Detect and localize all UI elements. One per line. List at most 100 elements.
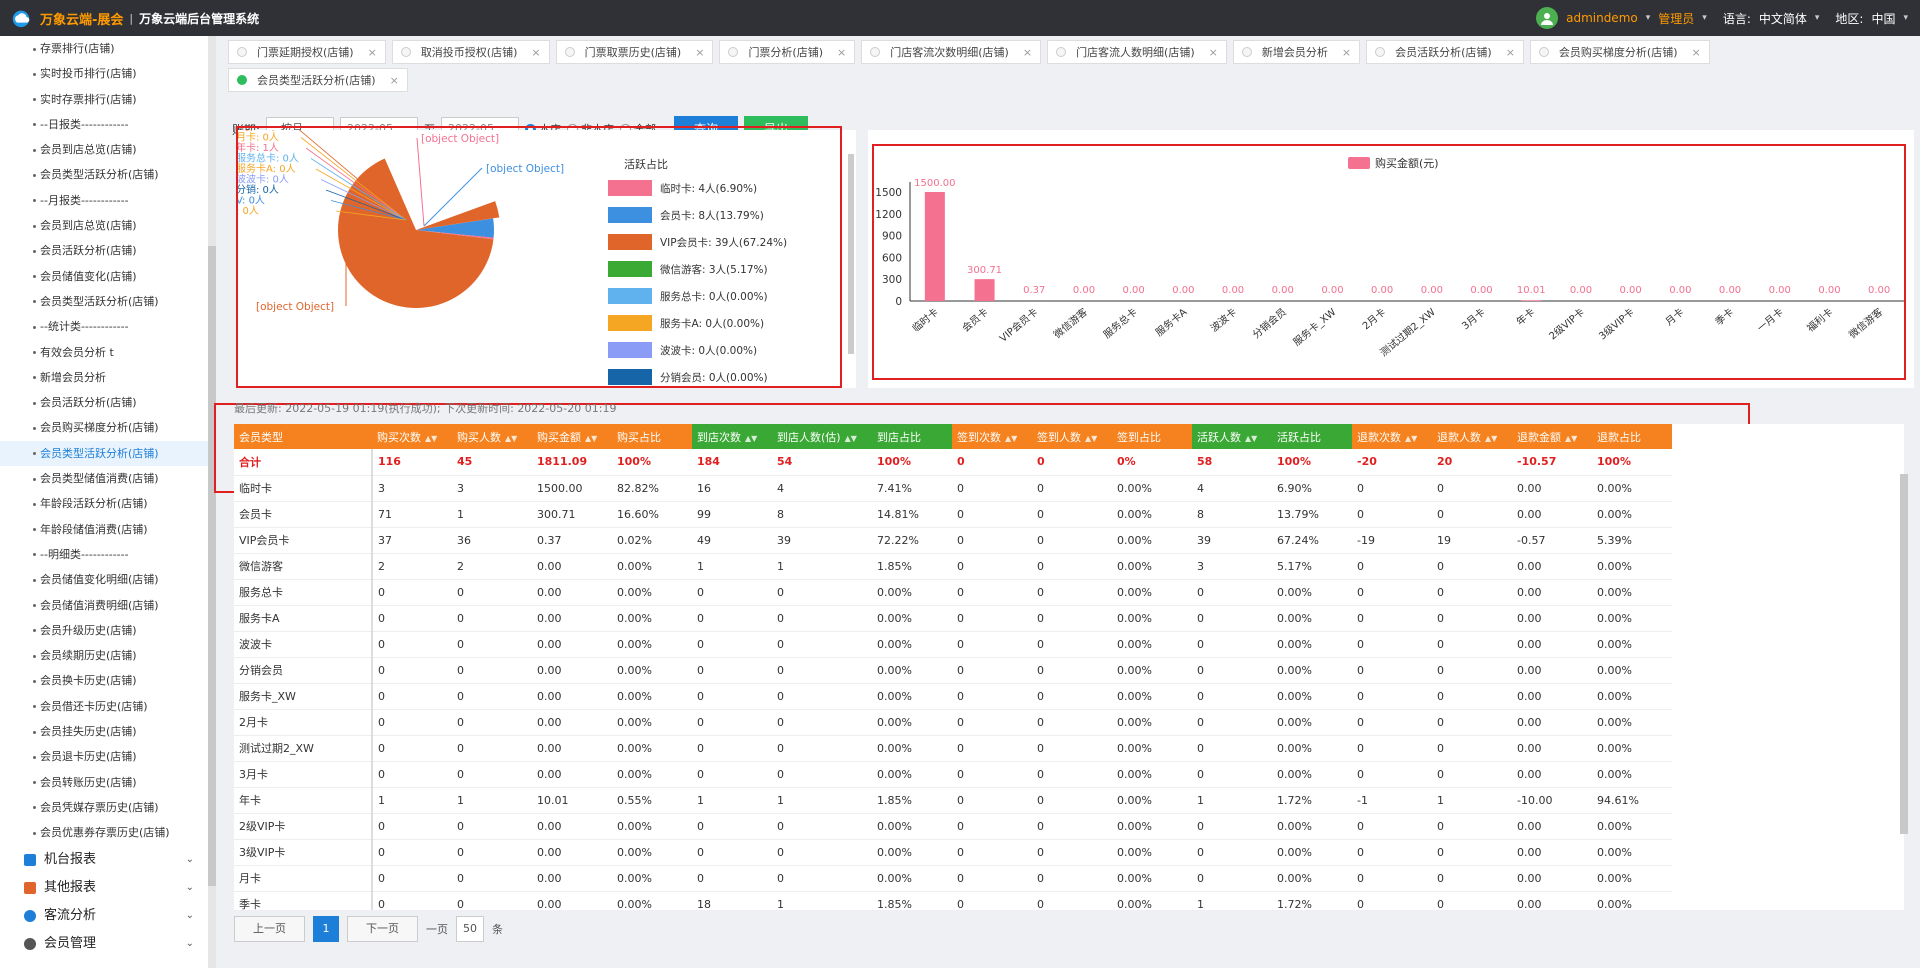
language-chevron-icon[interactable]: ▾	[1814, 13, 1820, 23]
region-chevron-icon[interactable]: ▾	[1903, 13, 1908, 23]
tab[interactable]: 门票取票历史(店铺) ×	[555, 40, 714, 64]
column-header[interactable]: 到店人数(估) ▲▼	[772, 424, 872, 449]
legend-swatch[interactable]	[1348, 157, 1370, 169]
column-header[interactable]: 会员类型	[234, 424, 372, 449]
prev-page-button[interactable]: 上一页	[234, 916, 305, 942]
sidebar-item[interactable]: 会员储值消费明细(店铺)	[0, 593, 216, 618]
close-icon[interactable]: ×	[695, 45, 705, 59]
per-page-input[interactable]: 50	[456, 916, 484, 942]
sidebar-item[interactable]: 会员类型活跃分析(店铺)	[0, 440, 216, 467]
table-scrollbar[interactable]	[1900, 474, 1908, 834]
sort-icon[interactable]: ▲▼	[1485, 433, 1498, 443]
tab[interactable]: 会员活跃分析(店铺) ×	[1366, 40, 1524, 64]
sidebar-item[interactable]: 新增会员分析	[0, 365, 216, 390]
column-header[interactable]: 活跃占比	[1272, 424, 1352, 449]
close-icon[interactable]: ×	[1691, 45, 1701, 59]
tab[interactable]: 取消投币授权(店铺) ×	[391, 40, 550, 64]
sidebar-item[interactable]: 会员类型储值消费(店铺)	[0, 466, 216, 491]
pie-slice[interactable]	[416, 218, 494, 238]
close-icon[interactable]: ×	[1505, 45, 1515, 59]
column-header[interactable]: 退款人数 ▲▼	[1432, 424, 1512, 449]
username-chevron-icon[interactable]: ▾	[1645, 13, 1651, 23]
sort-icon[interactable]: ▲▼	[425, 433, 438, 443]
sort-icon[interactable]: ▲▼	[505, 433, 518, 443]
sidebar-item[interactable]: 会员储值变化(店铺)	[0, 264, 216, 289]
sort-icon[interactable]: ▲▼	[585, 433, 598, 443]
role-dropdown[interactable]: 管理员	[1658, 11, 1695, 26]
tab[interactable]: 会员购买梯度分析(店铺) ×	[1529, 40, 1710, 64]
tab[interactable]: 新增会员分析 ×	[1232, 40, 1361, 64]
tab[interactable]: 门店客流人数明细(店铺) ×	[1047, 40, 1227, 64]
avatar[interactable]	[1536, 7, 1559, 29]
column-header[interactable]: 签到人数 ▲▼	[1032, 424, 1112, 449]
close-icon[interactable]: ×	[1341, 45, 1352, 59]
username[interactable]: admindemo	[1566, 11, 1638, 25]
sidebar-item[interactable]: 会员转账历史(店铺)	[0, 770, 216, 795]
close-icon[interactable]: ×	[1208, 45, 1218, 59]
sidebar-scrollbar[interactable]	[208, 36, 216, 968]
sidebar-item[interactable]: 会员到店总览(店铺)	[0, 137, 216, 162]
column-header[interactable]: 签到占比	[1112, 424, 1192, 449]
sort-icon[interactable]: ▲▼	[745, 433, 758, 443]
column-header[interactable]: 到店次数 ▲▼	[692, 424, 772, 449]
bar[interactable]	[924, 192, 945, 301]
sidebar-item[interactable]: 会员到店总览(店铺)	[0, 213, 216, 238]
tab[interactable]: 门店客流次数明细(店铺) ×	[861, 40, 1042, 64]
sidebar-item[interactable]: 会员借还卡历史(店铺)	[0, 694, 216, 719]
sidebar-item[interactable]: 会员挂失历史(店铺)	[0, 719, 216, 744]
column-header[interactable]: 退款占比	[1592, 424, 1672, 449]
column-header[interactable]: 到店占比	[872, 424, 952, 449]
close-icon[interactable]: ×	[1022, 45, 1033, 59]
column-header[interactable]: 退款金额 ▲▼	[1512, 424, 1592, 449]
sidebar-item[interactable]: 会员储值变化明细(店铺)	[0, 567, 216, 592]
column-header[interactable]: 购买次数 ▲▼	[372, 424, 452, 449]
sidebar-item[interactable]: 会员类型活跃分析(店铺)	[0, 289, 216, 314]
sidebar-item[interactable]: 实时投币排行(店铺)	[0, 61, 216, 86]
close-icon[interactable]: ×	[531, 45, 541, 59]
sidebar-item[interactable]: 实时存票排行(店铺)	[0, 87, 216, 112]
sort-icon[interactable]: ▲▼	[1405, 433, 1418, 443]
region-dropdown[interactable]: 中国	[1871, 11, 1896, 26]
column-header[interactable]: 购买占比	[612, 424, 692, 449]
sidebar-item[interactable]: 会员活跃分析(店铺)	[0, 238, 216, 263]
close-icon[interactable]: ×	[389, 73, 399, 87]
current-page[interactable]: 1	[313, 916, 339, 942]
sort-icon[interactable]: ▲▼	[1245, 433, 1258, 443]
role-chevron-icon[interactable]: ▾	[1702, 13, 1707, 23]
close-icon[interactable]: ×	[367, 45, 377, 59]
tab[interactable]: 门票延期授权(店铺) ×	[228, 40, 386, 64]
sort-icon[interactable]: ▲▼	[844, 433, 857, 443]
bar[interactable]	[974, 279, 995, 301]
language-dropdown[interactable]: 中文简体	[1758, 11, 1807, 26]
close-icon[interactable]: ×	[837, 45, 847, 59]
tab[interactable]: 门票分析(店铺) ×	[719, 40, 856, 64]
sidebar-item[interactable]: 年龄段活跃分析(店铺)	[0, 491, 216, 516]
bar[interactable]	[1521, 300, 1542, 301]
sidebar-item[interactable]: 会员凭媒存票历史(店铺)	[0, 795, 216, 820]
sidebar-item[interactable]: 会员退卡历史(店铺)	[0, 744, 216, 769]
sidebar-item[interactable]: 会员活跃分析(店铺)	[0, 390, 216, 415]
legend-scrollbar[interactable]	[848, 154, 854, 354]
pie-slice[interactable]	[416, 201, 500, 230]
sort-icon[interactable]: ▲▼	[1565, 433, 1578, 443]
sidebar-item[interactable]: 会员购买梯度分析(店铺)	[0, 415, 216, 440]
sidebar-item[interactable]: 会员升级历史(店铺)	[0, 618, 216, 643]
sidebar-group[interactable]: 其他报表 ⌄	[0, 874, 216, 902]
sort-icon[interactable]: ▲▼	[1085, 433, 1098, 443]
column-header[interactable]: 购买人数 ▲▼	[452, 424, 532, 449]
sidebar-item[interactable]: 有效会员分析 t	[0, 340, 216, 365]
column-header[interactable]: 购买金额 ▲▼	[532, 424, 612, 449]
sidebar-item[interactable]: 会员优惠券存票历史(店铺)	[0, 820, 216, 845]
pie-slice[interactable]	[416, 230, 494, 240]
sort-icon[interactable]: ▲▼	[1005, 433, 1018, 443]
sidebar-group[interactable]: 机台报表 ⌄	[0, 846, 216, 874]
sidebar-group[interactable]: 会员管理 ⌄	[0, 930, 216, 958]
column-header[interactable]: 签到次数 ▲▼	[952, 424, 1032, 449]
sidebar-group[interactable]: 客流分析 ⌄	[0, 902, 216, 930]
column-header[interactable]: 活跃人数 ▲▼	[1192, 424, 1272, 449]
sidebar-item[interactable]: 存票排行(店铺)	[0, 36, 216, 61]
sidebar-item[interactable]: 会员换卡历史(店铺)	[0, 668, 216, 693]
column-header[interactable]: 退款次数 ▲▼	[1352, 424, 1432, 449]
pie-slice[interactable]	[338, 158, 494, 308]
sidebar-scroll-thumb[interactable]	[208, 246, 216, 886]
